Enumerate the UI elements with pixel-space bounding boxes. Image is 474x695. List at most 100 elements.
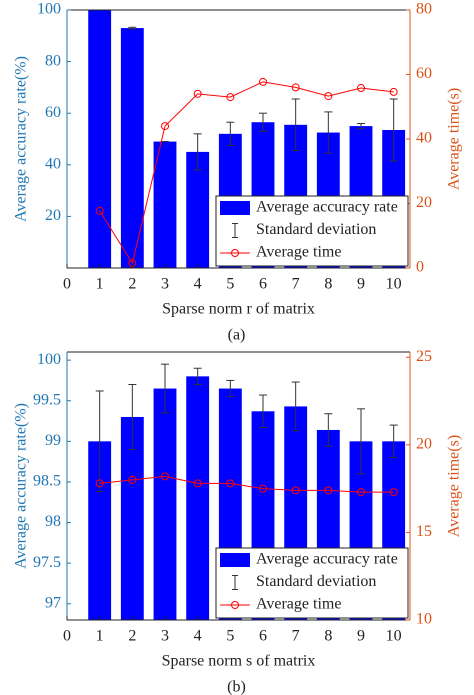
y2-axis-label: Average time(s) bbox=[446, 435, 463, 537]
x-tick-label: 0 bbox=[63, 276, 71, 293]
error-bar bbox=[357, 408, 365, 475]
bar bbox=[186, 151, 210, 268]
bar bbox=[120, 28, 144, 269]
x-tick-label: 4 bbox=[194, 628, 202, 645]
y-tick-label: 98.5 bbox=[33, 473, 61, 490]
legend-swatch bbox=[231, 601, 239, 609]
y-axis-label: Average accuracy rate(%) bbox=[13, 403, 30, 569]
x-tick-label: 3 bbox=[161, 276, 169, 293]
y-tick-label: 100 bbox=[37, 1, 61, 18]
error-bar bbox=[291, 98, 300, 152]
legend-label: Average time bbox=[256, 244, 341, 261]
legend-label: Average time bbox=[256, 596, 341, 613]
y2-tick-label: 20 bbox=[416, 436, 432, 453]
error-bar bbox=[259, 112, 267, 132]
y-tick-label: 97.5 bbox=[33, 554, 61, 571]
y-tick-label: 20 bbox=[45, 207, 61, 224]
error-bar bbox=[193, 367, 202, 385]
error-bar bbox=[291, 381, 300, 432]
legend-swatch bbox=[220, 201, 250, 215]
y2-tick-label: 0 bbox=[416, 259, 424, 276]
y-tick-label: 40 bbox=[45, 155, 61, 172]
bar bbox=[153, 141, 177, 268]
x-tick-label: 8 bbox=[324, 276, 332, 293]
legend-label: Average accuracy rate bbox=[256, 199, 398, 216]
x-tick-label: 2 bbox=[128, 276, 136, 293]
y-tick-label: 60 bbox=[45, 104, 61, 121]
bar bbox=[186, 376, 210, 620]
y-tick-label: 99 bbox=[45, 432, 61, 449]
x-tick-label: 9 bbox=[357, 276, 365, 293]
y2-tick-label: 25 bbox=[416, 348, 432, 365]
x-tick-label: 1 bbox=[96, 276, 104, 293]
legend-label: Standard deviation bbox=[256, 573, 376, 590]
time-point bbox=[357, 84, 365, 93]
time-point bbox=[324, 486, 333, 495]
error-bar bbox=[259, 394, 267, 429]
error-bar bbox=[324, 413, 333, 447]
time-point bbox=[95, 206, 104, 215]
time-line bbox=[99, 81, 394, 265]
x-tick-label: 3 bbox=[161, 628, 169, 645]
x-tick-label: 10 bbox=[386, 276, 402, 293]
bar bbox=[88, 441, 112, 620]
y2-tick-label: 80 bbox=[416, 1, 432, 18]
time-point bbox=[291, 83, 300, 92]
y2-tick-label: 40 bbox=[416, 130, 432, 147]
y2-tick-label: 60 bbox=[416, 65, 432, 82]
legend-label: Average accuracy rate bbox=[256, 551, 398, 568]
bar bbox=[153, 388, 177, 620]
error-bar bbox=[161, 363, 169, 414]
bar bbox=[88, 10, 112, 268]
y2-tick-label: 10 bbox=[416, 611, 432, 628]
time-line bbox=[99, 475, 394, 493]
error-bar bbox=[389, 424, 398, 459]
y-tick-label: 99.5 bbox=[33, 391, 61, 408]
x-tick-label: 5 bbox=[226, 628, 234, 645]
y-tick-label: 97 bbox=[45, 594, 61, 611]
error-bar bbox=[357, 123, 365, 130]
x-axis-label: Sparse norm s of matrix bbox=[162, 653, 316, 670]
time-point bbox=[389, 488, 398, 497]
time-point bbox=[226, 479, 235, 488]
x-tick-label: 6 bbox=[259, 276, 267, 293]
x-axis-label: Sparse norm r of matrix bbox=[162, 301, 315, 318]
error-bar bbox=[226, 379, 235, 398]
time-point bbox=[226, 93, 235, 102]
time-point bbox=[161, 472, 169, 481]
legend-swatch bbox=[231, 249, 239, 257]
x-tick-label: 7 bbox=[292, 276, 300, 293]
time-point bbox=[95, 479, 104, 488]
error-bar bbox=[324, 111, 333, 154]
x-tick-label: 0 bbox=[63, 628, 71, 645]
y-tick-label: 80 bbox=[45, 52, 61, 69]
error-bar bbox=[226, 121, 235, 146]
x-tick-label: 7 bbox=[292, 628, 300, 645]
y-tick-label: 98 bbox=[45, 513, 61, 530]
time-point bbox=[161, 122, 169, 131]
x-tick-label: 9 bbox=[357, 628, 365, 645]
x-tick-label: 8 bbox=[324, 628, 332, 645]
x-tick-label: 6 bbox=[259, 628, 267, 645]
y2-tick-label: 15 bbox=[416, 523, 432, 540]
error-bar bbox=[128, 383, 137, 450]
time-point bbox=[193, 479, 202, 488]
time-point bbox=[259, 77, 267, 86]
time-point bbox=[259, 484, 267, 493]
y-axis-label: Average accuracy rate(%) bbox=[13, 56, 30, 222]
time-point bbox=[389, 87, 398, 96]
time-point bbox=[324, 92, 333, 101]
time-point bbox=[291, 486, 300, 495]
x-tick-label: 2 bbox=[128, 628, 136, 645]
error-bar bbox=[193, 133, 202, 171]
caption: (b) bbox=[227, 679, 246, 695]
time-point bbox=[357, 488, 365, 497]
error-bar bbox=[128, 26, 137, 30]
error-bar bbox=[389, 98, 398, 162]
y-tick-label: 100 bbox=[37, 351, 61, 368]
time-point bbox=[193, 89, 202, 98]
error-bar bbox=[95, 390, 104, 493]
x-tick-label: 1 bbox=[96, 628, 104, 645]
x-tick-label: 4 bbox=[194, 276, 202, 293]
